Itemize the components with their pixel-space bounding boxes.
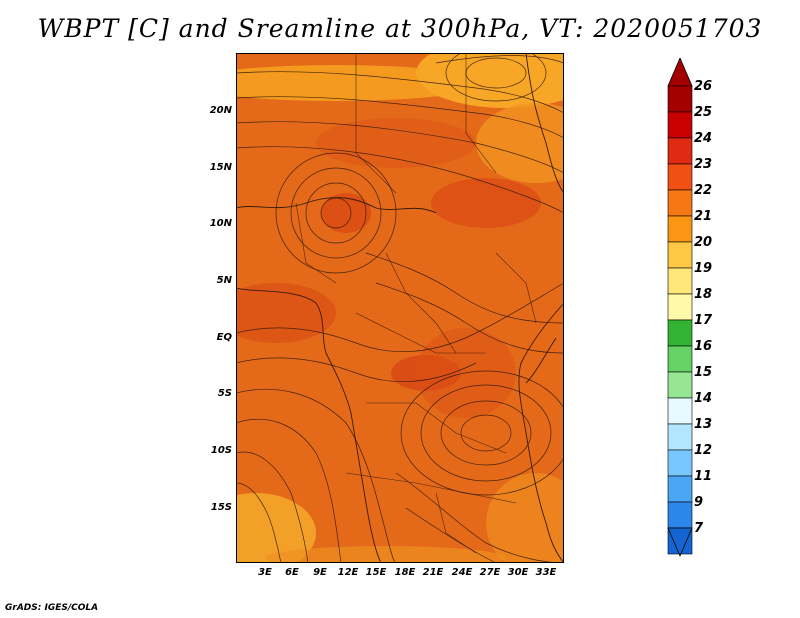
borders (295, 53, 537, 554)
lat-tick-label: 20N (209, 105, 232, 116)
colorbar-cell (667, 319, 693, 347)
coastlines (236, 53, 564, 563)
colorbar-label: 14 (694, 391, 713, 406)
lon-tick-label: 15E (365, 567, 387, 578)
map-frame (236, 53, 564, 563)
colorbar-label: 16 (694, 339, 713, 354)
lon-tick-label: 9E (313, 567, 327, 578)
warm-patches (236, 53, 564, 563)
lon-tick-label: 18E (394, 567, 416, 578)
colorbar-cell (667, 423, 693, 451)
colorbar-cell (667, 501, 693, 529)
grads-credit: GrADS: IGES/COLA (5, 603, 99, 613)
colorbar-label: 22 (694, 183, 713, 198)
colorbar-cell (667, 163, 693, 191)
colorbar-label: 9 (694, 495, 704, 510)
lat-tick-label: 10S (210, 445, 232, 456)
lat-tick-label: 15S (210, 502, 232, 513)
lat-tick-label: 5S (217, 388, 232, 399)
colorbar-label: 25 (694, 105, 713, 120)
streamlines (236, 53, 564, 563)
lon-tick-label: 3E (258, 567, 272, 578)
colorbar-label: 26 (694, 79, 713, 94)
colorbar-label: 24 (694, 131, 713, 146)
lat-tick-label: EQ (216, 332, 232, 343)
colorbar-bottom-arrow (667, 527, 693, 558)
colorbar-label: 12 (694, 443, 713, 458)
colorbar-label: 23 (694, 157, 713, 172)
colorbar-cell (667, 267, 693, 295)
lat-tick-label: 10N (209, 218, 232, 229)
colorbar-label: 17 (694, 313, 713, 328)
colorbar (667, 58, 693, 558)
lon-tick-label: 30E (507, 567, 529, 578)
colorbar-cell (667, 345, 693, 373)
lon-tick-label: 6E (285, 567, 299, 578)
colorbar-label: 13 (694, 417, 713, 432)
map-panel (236, 53, 564, 563)
colorbar-label: 20 (694, 235, 713, 250)
colorbar-cell (667, 371, 693, 399)
colorbar-cell (667, 397, 693, 425)
colorbar-cell (667, 111, 693, 139)
colorbar-cell (667, 85, 693, 113)
colorbar-cell (667, 189, 693, 217)
colorbar-label: 21 (694, 209, 713, 224)
colorbar-label: 18 (694, 287, 713, 302)
lat-tick-label: 5N (216, 275, 232, 286)
colorbar-top-arrow (667, 58, 693, 87)
colorbar-cell (667, 475, 693, 503)
lon-tick-label: 33E (535, 567, 557, 578)
lon-tick-label: 24E (451, 567, 473, 578)
lat-tick-label: 15N (209, 162, 232, 173)
lon-tick-label: 12E (337, 567, 359, 578)
colorbar-label: 7 (694, 521, 704, 536)
colorbar-cell (667, 293, 693, 321)
colorbar-cell (667, 137, 693, 165)
lon-tick-label: 27E (479, 567, 501, 578)
colorbar-label: 11 (694, 469, 713, 484)
colorbar-cell (667, 241, 693, 269)
colorbar-label: 19 (694, 261, 713, 276)
lon-tick-label: 21E (422, 567, 444, 578)
colorbar-cell (667, 449, 693, 477)
colorbar-label: 15 (694, 365, 713, 380)
chart-title: WBPT [C] and Sreamline at 300hPa, VT: 20… (37, 14, 763, 43)
colorbar-cell (667, 215, 693, 243)
